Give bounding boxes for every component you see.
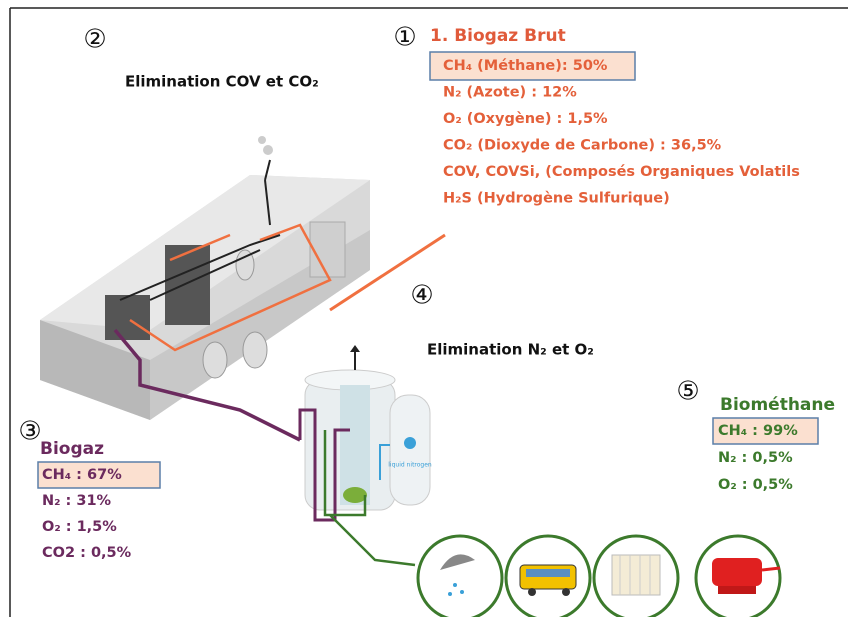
step-line: O₂ (Oxygène) : 1,5% bbox=[443, 111, 608, 127]
step-line: CO₂ (Dioxyde de Carbone) : 36,5% bbox=[443, 138, 722, 154]
step-title: Biogaz bbox=[40, 439, 104, 459]
step-number: ⑤ bbox=[676, 377, 699, 407]
tank-label: liquid nitrogen bbox=[388, 462, 432, 469]
step-number: ① bbox=[393, 23, 416, 53]
step-title: 1. Biogaz Brut bbox=[430, 26, 566, 46]
step-number: ② bbox=[83, 25, 106, 55]
container-unit bbox=[40, 136, 446, 442]
step-line: N₂ : 31% bbox=[42, 493, 112, 509]
step-number: ③ bbox=[18, 417, 41, 447]
step-title: Elimination N₂ et O₂ bbox=[427, 341, 594, 359]
nitrogen-unit: liquid nitrogen bbox=[298, 345, 432, 567]
highlight-box bbox=[712, 417, 819, 445]
highlight-box bbox=[37, 461, 161, 489]
step-line: O₂ : 0,5% bbox=[718, 477, 793, 493]
step-number: ④ bbox=[410, 281, 433, 311]
labels: ① 1. Biogaz Brut CH₄ (Méthane): 50% N₂ (Azo… bbox=[18, 23, 835, 562]
step-title: Biométhane bbox=[720, 395, 835, 415]
step-title: Elimination COV et CO₂ bbox=[125, 73, 319, 91]
step-line: H₂S (Hydrogène Sulfurique) bbox=[443, 191, 670, 207]
step-line: O₂ : 1,5% bbox=[42, 519, 117, 535]
step-line: CH₄ (Méthane): 50% bbox=[443, 58, 608, 74]
step-line: N₂ : 0,5% bbox=[718, 450, 793, 466]
step-line: CH₄ : 67% bbox=[42, 467, 122, 483]
step-line: COV, COVSi, (Composés Organiques Volatil… bbox=[443, 164, 800, 180]
step-line: CH₄ : 99% bbox=[718, 423, 798, 439]
highlight-box bbox=[429, 51, 636, 81]
step-line: N₂ (Azote) : 12% bbox=[443, 85, 577, 101]
use-icons bbox=[440, 554, 781, 596]
step-line: CO2 : 0,5% bbox=[42, 545, 132, 561]
